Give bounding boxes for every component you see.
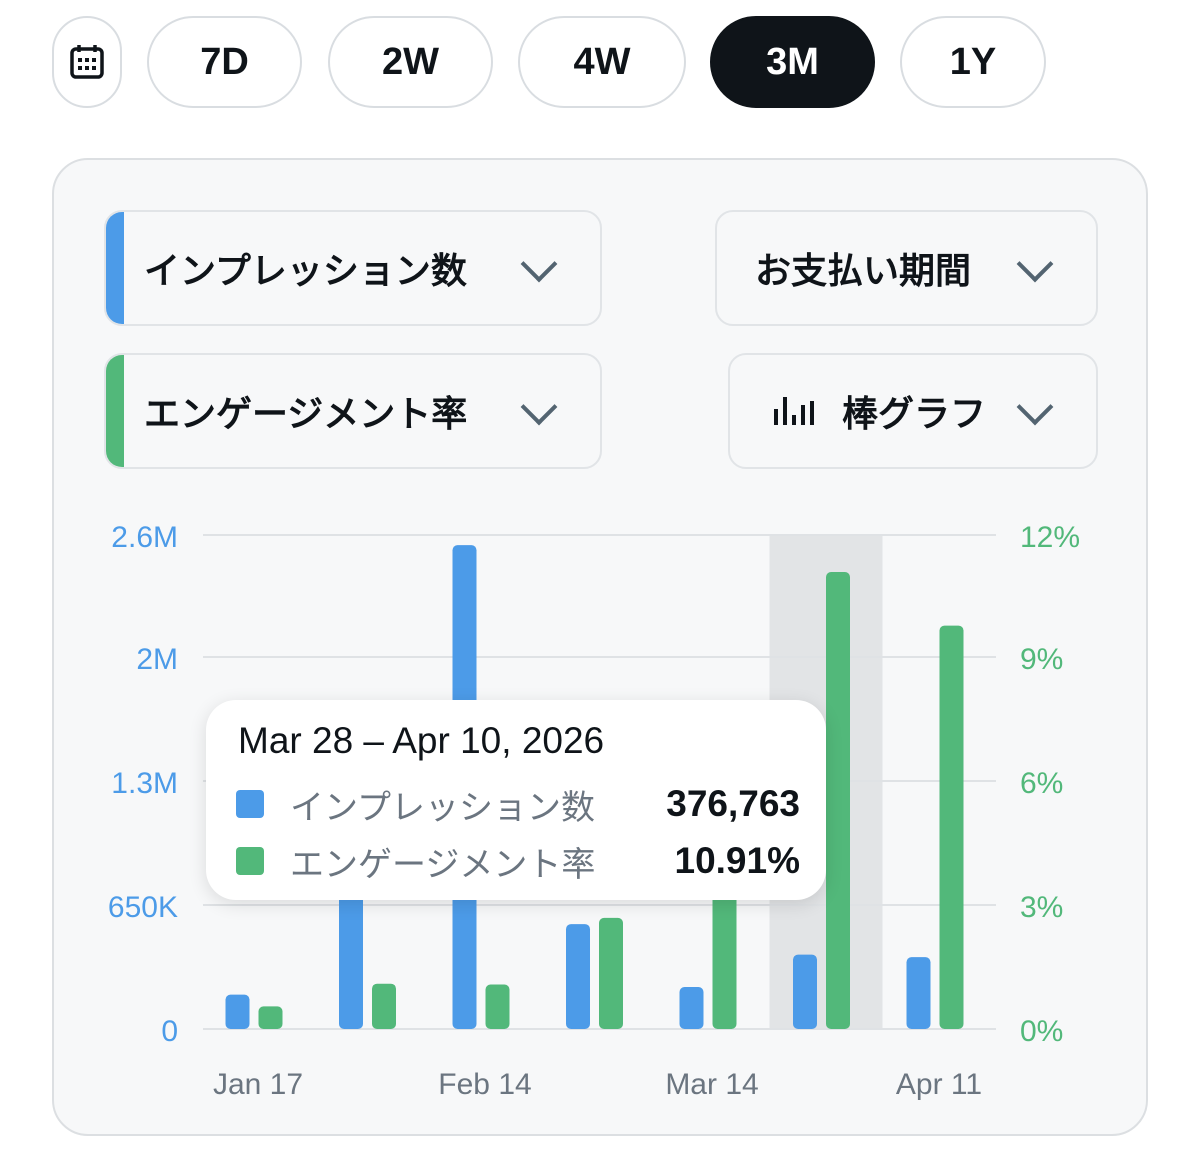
chart-type-dropdown[interactable]: 棒グラフ — [728, 353, 1098, 469]
tooltip-metric-name: インプレッション数 — [290, 787, 595, 828]
y-left-tick-label: 2M — [136, 643, 178, 676]
tooltip-metric-value: 376,763 — [666, 783, 800, 824]
impressions-swatch — [236, 790, 264, 818]
tooltip-metric-name: エンゲージメント率 — [290, 844, 596, 885]
metric2-dropdown[interactable]: エンゲージメント率 — [104, 353, 602, 469]
tooltip-row-engagement: エンゲージメント率 10.91% — [236, 839, 801, 885]
engagement-bar — [826, 572, 850, 1029]
period-dropdown[interactable]: お支払い期間 — [715, 210, 1098, 326]
range-button-1y[interactable]: 1Y — [900, 16, 1046, 108]
y-right-tick-label: 6% — [1020, 767, 1063, 800]
impressions-bar — [566, 924, 590, 1029]
chart-type-label: 棒グラフ — [842, 394, 987, 435]
tooltip-date: Mar 28 – Apr 10, 2026 — [238, 720, 605, 761]
metric1-dropdown[interactable]: インプレッション数 — [104, 210, 602, 326]
y-left-tick-label: 1.3M — [111, 767, 178, 800]
y-right-tick-label: 12% — [1020, 521, 1080, 554]
x-tick-label: Apr 11 — [896, 1068, 982, 1101]
impressions-bar — [225, 994, 250, 1029]
engagement-bar — [939, 625, 964, 1029]
period-label: お支払い期間 — [755, 251, 972, 292]
chart-tooltip: Mar 28 – Apr 10, 2026 インプレッション数 376,763 … — [206, 700, 826, 900]
y-left-tick-label: 0 — [161, 1015, 178, 1048]
engagement-bar — [485, 984, 510, 1029]
y-left-tick-label: 650K — [108, 891, 178, 924]
range-button-2w[interactable]: 2W — [328, 16, 493, 108]
x-tick-label: Mar 14 — [665, 1068, 758, 1101]
y-right-tick-label: 0% — [1020, 1015, 1063, 1048]
range-button-4w[interactable]: 4W — [518, 16, 686, 108]
range-button-7d[interactable]: 7D — [147, 16, 302, 108]
metric2-label: エンゲージメント率 — [144, 394, 468, 435]
impressions-bar — [679, 987, 704, 1029]
metric1-color-stripe — [106, 212, 124, 324]
y-right-tick-label: 9% — [1020, 643, 1063, 676]
impressions-bar — [906, 957, 931, 1029]
range-button-3m[interactable]: 3M — [710, 16, 875, 108]
calendar-icon — [70, 45, 104, 79]
x-tick-label: Feb 14 — [438, 1068, 531, 1101]
impressions-bar — [793, 954, 817, 1029]
metric1-label: インプレッション数 — [144, 251, 467, 292]
engagement-swatch — [236, 847, 264, 875]
calendar-button[interactable] — [52, 16, 122, 108]
tooltip-metric-value: 10.91% — [674, 840, 801, 881]
tooltip-row-impressions: インプレッション数 376,763 — [236, 782, 800, 828]
y-left-tick-label: 2.6M — [111, 521, 178, 554]
engagement-bar — [599, 917, 623, 1029]
y-right-tick-label: 3% — [1020, 891, 1063, 924]
metric2-color-stripe — [106, 355, 124, 467]
engagement-bar — [372, 983, 396, 1029]
x-tick-label: Jan 17 — [213, 1068, 303, 1101]
engagement-bar — [258, 1006, 283, 1029]
bar-chart-icon — [774, 397, 814, 425]
engagement-bar — [712, 893, 737, 1029]
